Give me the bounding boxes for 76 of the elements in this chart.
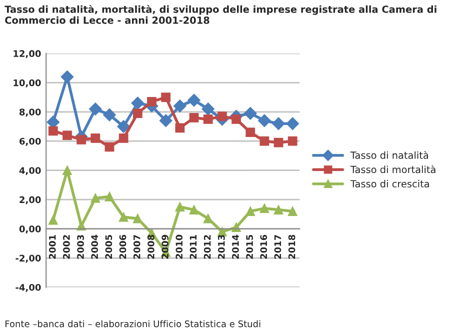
x-tick-label: 2005	[105, 234, 112, 259]
y-tick-label: 12,00	[14, 50, 41, 58]
y-tick-label: -4,00	[16, 284, 41, 292]
legend-label: Tasso di natalità	[350, 150, 428, 159]
point	[203, 114, 213, 124]
point	[88, 102, 102, 116]
legend-label: Tasso di mortalità	[350, 165, 436, 174]
x-tick-label: 2012	[204, 235, 211, 259]
point	[90, 193, 100, 203]
point	[76, 134, 86, 144]
y-tick-label: 6,00	[20, 138, 41, 146]
point	[132, 108, 142, 118]
point	[217, 112, 227, 121]
point	[104, 142, 114, 152]
point	[48, 215, 58, 225]
point	[189, 113, 199, 122]
x-tick-label: 2018	[288, 234, 296, 259]
x-tick-label: 2017	[274, 235, 282, 259]
point	[62, 130, 72, 140]
point	[117, 120, 130, 133]
point	[202, 102, 215, 116]
y-tick-label: -2,00	[16, 254, 41, 263]
point	[118, 134, 128, 143]
point	[132, 214, 142, 224]
point	[246, 206, 256, 216]
point	[203, 214, 213, 224]
point	[286, 117, 300, 130]
point	[161, 92, 171, 102]
y-tick-label: 0,00	[19, 226, 41, 234]
point	[175, 202, 185, 212]
x-tick-label: 2011	[190, 234, 197, 259]
x-tick-label: 2001	[48, 234, 56, 259]
x-tick-label: 2013	[218, 235, 225, 259]
point	[90, 134, 100, 143]
point	[258, 114, 271, 128]
point	[159, 114, 172, 128]
y-tick-label: 10,00	[14, 79, 41, 88]
x-tick-label: 2004	[91, 234, 98, 259]
point	[288, 206, 298, 216]
y-tick-label: 8,00	[20, 108, 41, 117]
point	[103, 108, 116, 122]
point	[244, 106, 257, 120]
point	[260, 136, 270, 146]
x-tick-label: 2009	[162, 234, 168, 259]
point	[118, 212, 128, 222]
x-tick-label: 2002	[63, 235, 70, 259]
point	[232, 114, 241, 124]
x-tick-label: 2016	[260, 234, 268, 259]
point	[104, 192, 114, 202]
y-tick-label: 2,00	[20, 196, 41, 204]
point	[188, 94, 200, 107]
point	[131, 96, 144, 110]
y-tick-label: 4,00	[19, 167, 41, 176]
point	[274, 205, 284, 214]
point	[274, 138, 284, 148]
x-tick-label: 2015	[246, 234, 253, 259]
x-tick-label: 2014	[232, 234, 239, 259]
point	[260, 204, 270, 214]
x-tick-label: 2010	[176, 234, 183, 259]
source-note: Fonte –banca dati – elaborazioni Ufficio Statistica e Studi	[5, 320, 260, 328]
point	[272, 117, 285, 130]
point	[48, 126, 58, 136]
x-tick-label: 2008	[148, 234, 154, 259]
legend-label: Tasso di crescita	[350, 180, 429, 188]
x-tick-label: 2007	[133, 235, 140, 259]
x-tick-label: 2006	[119, 234, 126, 259]
point	[288, 136, 298, 146]
point	[246, 128, 256, 138]
chart-title: Tasso di natalità, mortalità, di sviluppo delle imprese registrate alla Camera di Commercio di Lecce - anni 2001-2018	[4, 5, 436, 24]
point	[189, 205, 199, 214]
point	[60, 70, 74, 84]
point	[174, 100, 186, 112]
point	[62, 166, 72, 176]
point	[147, 96, 156, 106]
x-tick-label: 2003	[77, 235, 84, 259]
point	[175, 123, 185, 133]
